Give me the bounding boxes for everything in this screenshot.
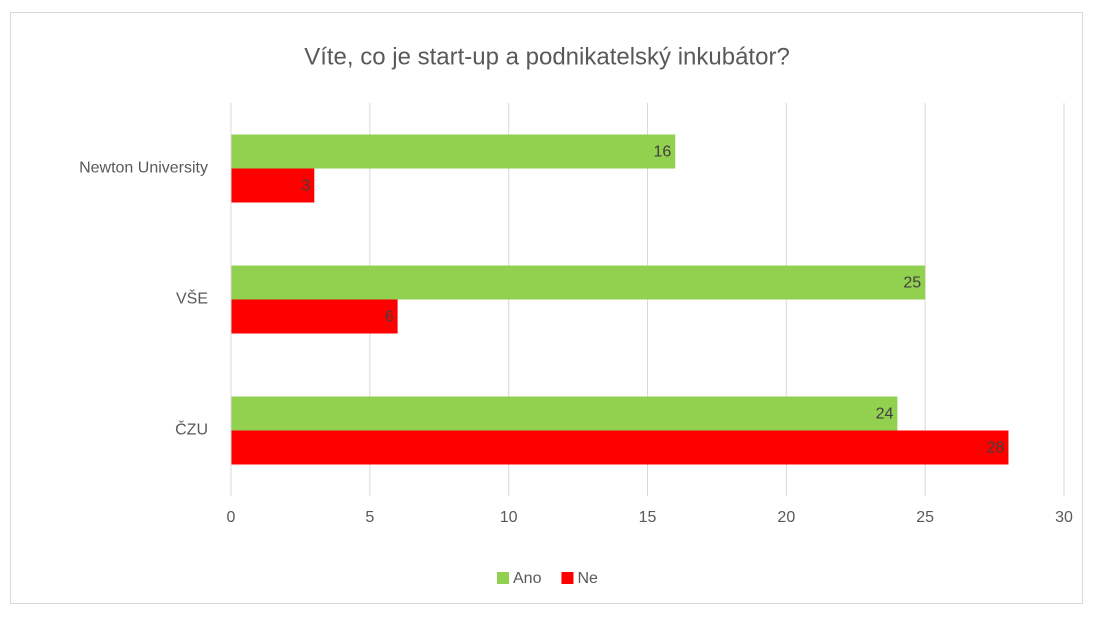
y-tick-label: Newton University — [79, 160, 208, 177]
x-tick-label: 0 — [227, 509, 236, 526]
data-label: 24 — [876, 406, 894, 423]
x-tick-label: 30 — [1055, 509, 1073, 526]
data-label: 25 — [903, 275, 921, 292]
legend-swatch — [497, 572, 509, 584]
y-tick-label: VŠE — [176, 289, 208, 308]
bar — [231, 168, 315, 203]
x-tick-label: 10 — [500, 509, 518, 526]
x-tick-label: 20 — [777, 509, 795, 526]
x-tick-label: 25 — [916, 509, 934, 526]
data-label: 6 — [385, 309, 394, 326]
bar — [231, 430, 1009, 465]
bar — [231, 134, 676, 169]
chart-title: Víte, co je start-up a podnikatelský ink… — [304, 43, 790, 70]
legend-swatch — [561, 572, 574, 584]
data-label: 16 — [653, 144, 671, 161]
data-label: 28 — [987, 440, 1005, 457]
legend-label: Ne — [577, 570, 598, 587]
data-label: 3 — [301, 178, 310, 195]
bar — [231, 299, 398, 334]
x-tick-label: 5 — [365, 509, 374, 526]
chart-border — [10, 12, 1083, 604]
legend-label: Ano — [513, 570, 542, 587]
bar — [231, 396, 898, 431]
y-tick-label: ČZU — [175, 420, 208, 439]
x-tick-label: 15 — [639, 509, 657, 526]
bar — [231, 265, 926, 300]
